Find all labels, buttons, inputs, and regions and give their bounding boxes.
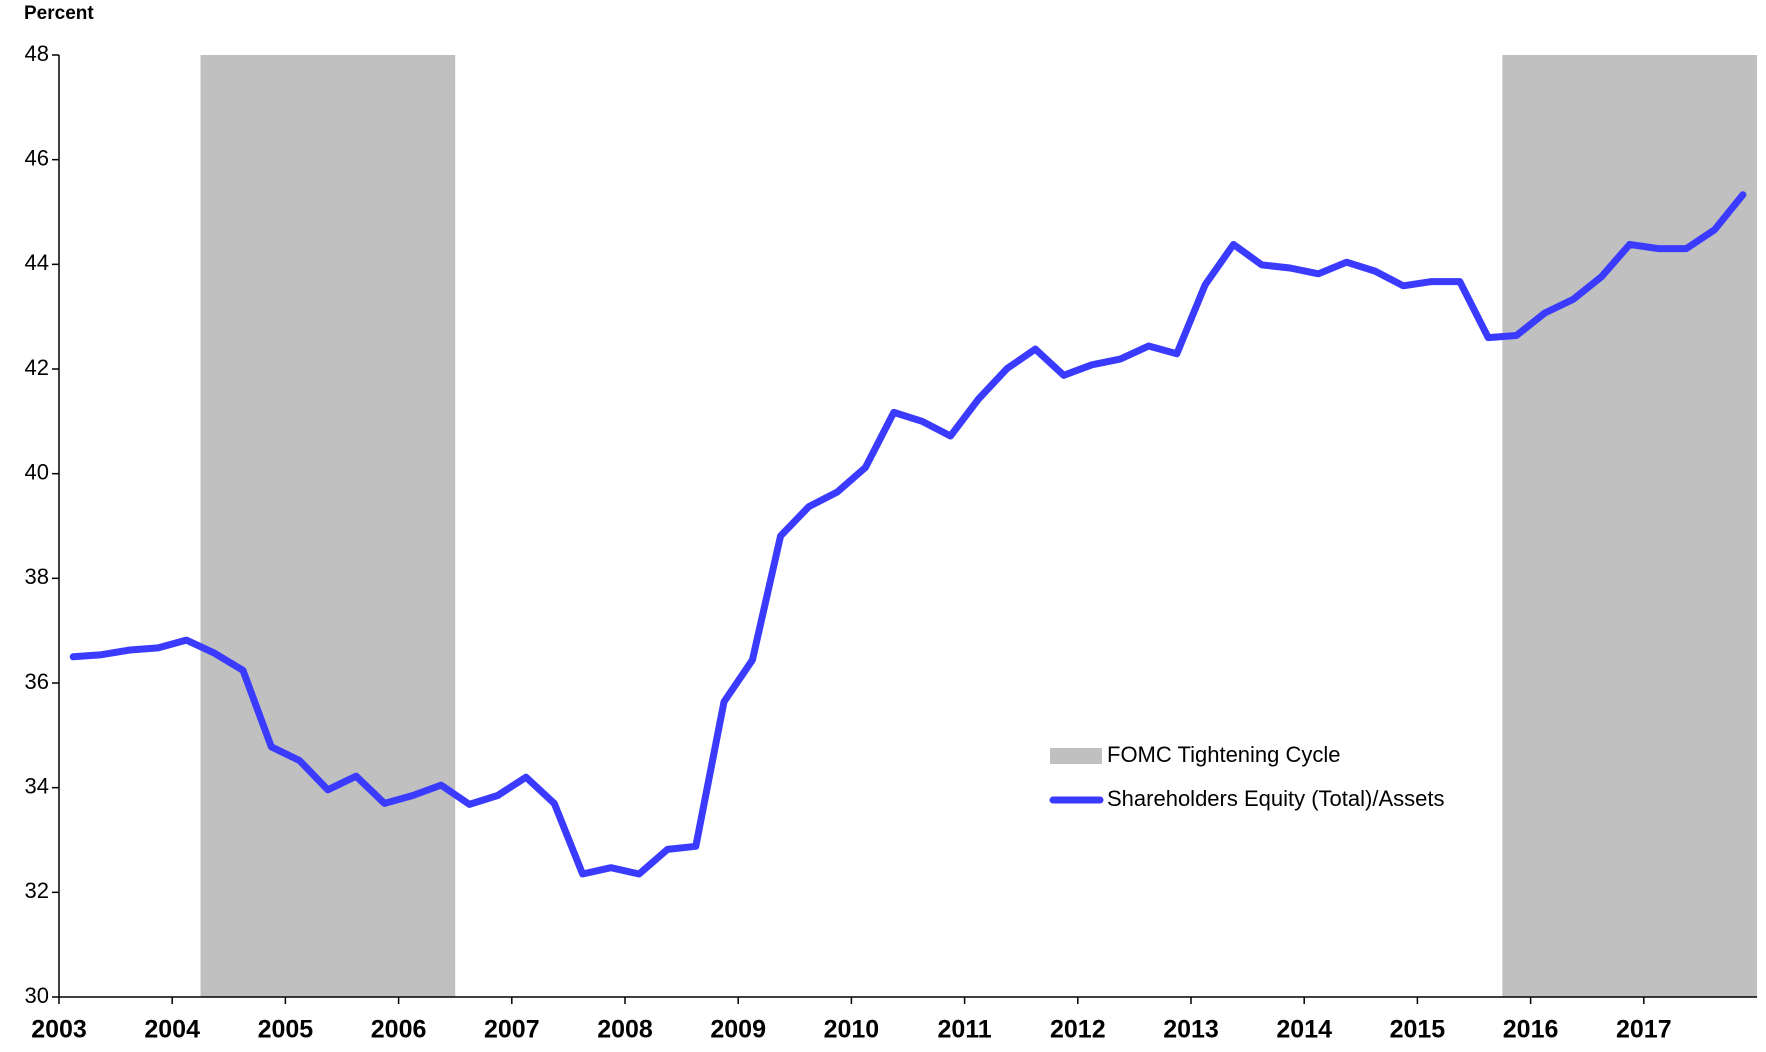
y-tick-label: 34 — [25, 773, 49, 798]
x-tick-label: 2012 — [1050, 1016, 1106, 1044]
x-tick-label: 2011 — [937, 1016, 991, 1044]
x-tick-label: 2010 — [824, 1016, 880, 1044]
x-tick-label: 2015 — [1390, 1016, 1446, 1044]
y-tick-label: 48 — [25, 41, 49, 66]
y-tick-label: 44 — [25, 250, 49, 275]
y-tick-label: 46 — [25, 145, 49, 170]
shaded-band — [1502, 55, 1757, 997]
y-tick-label: 42 — [25, 355, 49, 380]
x-tick-label: 2005 — [258, 1016, 314, 1044]
x-tick-label: 2008 — [597, 1016, 653, 1044]
x-tick-label: 2009 — [710, 1016, 766, 1044]
x-tick-label: 2004 — [144, 1016, 200, 1044]
shaded-band — [200, 55, 456, 997]
x-tick-label: 2006 — [371, 1016, 427, 1044]
x-tick-label: 2007 — [484, 1016, 540, 1044]
y-axis-label: Percent — [24, 3, 94, 24]
legend-label: Shareholders Equity (Total)/Assets — [1107, 786, 1445, 811]
y-tick-label: 38 — [25, 564, 49, 589]
y-tick-label: 36 — [25, 669, 49, 694]
y-tick-label: 40 — [25, 459, 49, 484]
y-tick-label: 32 — [25, 878, 49, 903]
x-tick-label: 2017 — [1616, 1016, 1672, 1044]
series-line — [69, 191, 1747, 878]
x-tick-label: 2003 — [31, 1016, 87, 1044]
legend-swatch — [1050, 748, 1102, 764]
y-tick-label: 30 — [25, 983, 49, 1008]
x-tick-label: 2013 — [1163, 1016, 1219, 1044]
legend-label: FOMC Tightening Cycle — [1107, 742, 1341, 767]
x-tick-label: 2016 — [1503, 1016, 1559, 1044]
x-tick-label: 2014 — [1276, 1016, 1332, 1044]
